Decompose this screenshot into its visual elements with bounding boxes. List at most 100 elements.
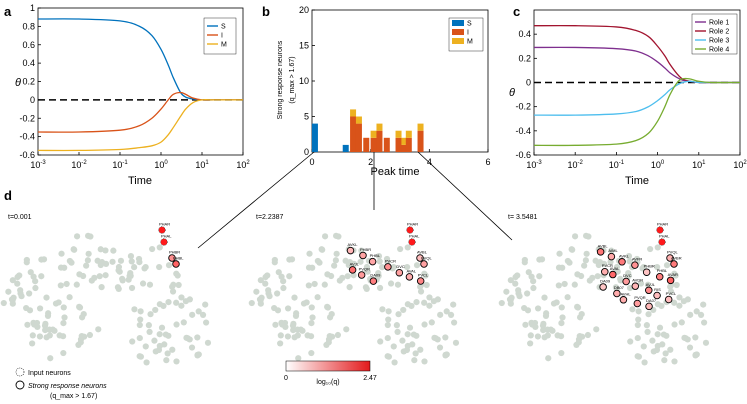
neuron-node: [637, 280, 645, 287]
neuron-node: [524, 290, 531, 297]
neuron-node: [443, 308, 450, 315]
neuron-node: [308, 304, 315, 311]
neuron-node: [30, 273, 37, 280]
neuron-node: [498, 299, 505, 307]
neuron-node: [323, 341, 330, 348]
neuron-node: [294, 326, 301, 333]
neuron-node: [649, 337, 656, 344]
chart-a-legend-label: S: [221, 24, 226, 31]
neuron-node: [391, 359, 398, 366]
neuron-node: [128, 258, 135, 265]
neuron-node: [156, 331, 163, 338]
neuron-node: [676, 294, 683, 301]
neuron-node: [307, 333, 315, 340]
neuron-node: [136, 321, 143, 329]
neuron-node: [692, 334, 699, 341]
neuron-node: [421, 270, 428, 277]
chart-a-legend-label: M: [221, 42, 227, 49]
neuron-node: [625, 252, 633, 260]
chart-b-xtick-label: 6: [485, 157, 490, 167]
neuron-node: [29, 340, 36, 347]
neuron-node: [644, 281, 652, 288]
neuron-node: [600, 260, 608, 268]
neuron-label: PVQL: [667, 250, 678, 255]
neuron-label: AVAL: [610, 266, 620, 271]
neuron-node: [411, 357, 418, 364]
neuron-label: AIML: [608, 248, 618, 253]
neuron-node: [26, 290, 33, 297]
neuron-node: [253, 288, 260, 295]
neuron-node: [24, 321, 31, 328]
neuron-node-highlight: [408, 238, 416, 246]
neuron-node: [199, 311, 207, 318]
neuron-node: [170, 281, 177, 288]
neuron-node: [428, 319, 435, 326]
chart-a-ytick-label: -0.2: [19, 113, 35, 123]
neuron-node: [662, 350, 669, 357]
neuron-node: [84, 257, 91, 264]
neuron-node: [635, 353, 643, 360]
neuron-node: [78, 314, 86, 321]
neuron-node: [36, 333, 43, 340]
neuron-node: [61, 314, 68, 321]
neuron-node-highlight: [653, 291, 661, 300]
neuron-node: [194, 351, 201, 358]
neuron-node: [555, 282, 562, 289]
neuron-node: [403, 346, 411, 354]
chart-c-legend-label: Role 3: [709, 38, 729, 45]
neuron-node: [147, 311, 154, 318]
neuron-node: [687, 311, 694, 318]
chart-c-xtick-label: 10-2: [568, 160, 584, 170]
neuron-node: [583, 250, 590, 257]
neuron-label: DA07: [646, 298, 657, 303]
neuron-node: [262, 280, 269, 287]
neuron-node: [686, 344, 694, 351]
chart-b-ytick-label: 20: [299, 5, 309, 15]
chart-c-xlabel: Time: [625, 175, 649, 187]
neuron-node: [390, 343, 397, 350]
neuron-node: [423, 281, 430, 289]
time-label-1: t=0.001: [8, 214, 32, 221]
chart-b-bar-M: [355, 116, 362, 124]
neuron-node: [451, 319, 458, 326]
neuron-node: [436, 344, 444, 351]
neuron-node-highlight: [607, 252, 616, 261]
chart-b-bar-I: [401, 144, 408, 152]
chart-a-xlabel: Time: [128, 175, 152, 187]
neuron-node: [143, 359, 150, 366]
neuron-label: AVAR: [668, 272, 678, 277]
neuron-node: [300, 300, 308, 307]
neuron-node: [617, 277, 624, 284]
neuron-node: [561, 280, 568, 288]
neuron-node: [146, 281, 154, 288]
neuron-node: [97, 246, 104, 253]
neuron-node: [331, 262, 338, 269]
neuron-label: DB07: [614, 285, 625, 290]
chart-b-bar-I: [376, 130, 383, 152]
neuron-node: [413, 299, 420, 306]
neuron-node: [413, 262, 421, 269]
chart-a-legend: SIM: [203, 17, 237, 55]
neuron-node-highlight: [384, 263, 392, 271]
neuron-node: [29, 332, 36, 339]
neuron-node: [102, 247, 109, 254]
neuron-node: [5, 288, 12, 295]
neuron-node: [321, 281, 328, 288]
neuron-label: AVJL: [350, 261, 360, 266]
chart-c-ytick-label: -0.4: [515, 126, 531, 136]
neuron-node: [584, 331, 592, 339]
neuron-node: [452, 339, 460, 346]
neuron-node: [626, 258, 633, 265]
neuron-node: [536, 256, 543, 263]
neuron-node: [85, 250, 92, 257]
neuron-node: [409, 341, 416, 348]
neuron-node: [344, 273, 351, 280]
neuron-label: AVBR: [671, 256, 682, 261]
neuron-node: [284, 333, 291, 340]
neuron-node: [363, 267, 370, 274]
neuron-node: [164, 350, 171, 357]
chart-b-bar-I: [383, 137, 390, 152]
neuron-node: [275, 269, 282, 276]
neuron-node: [160, 302, 167, 310]
